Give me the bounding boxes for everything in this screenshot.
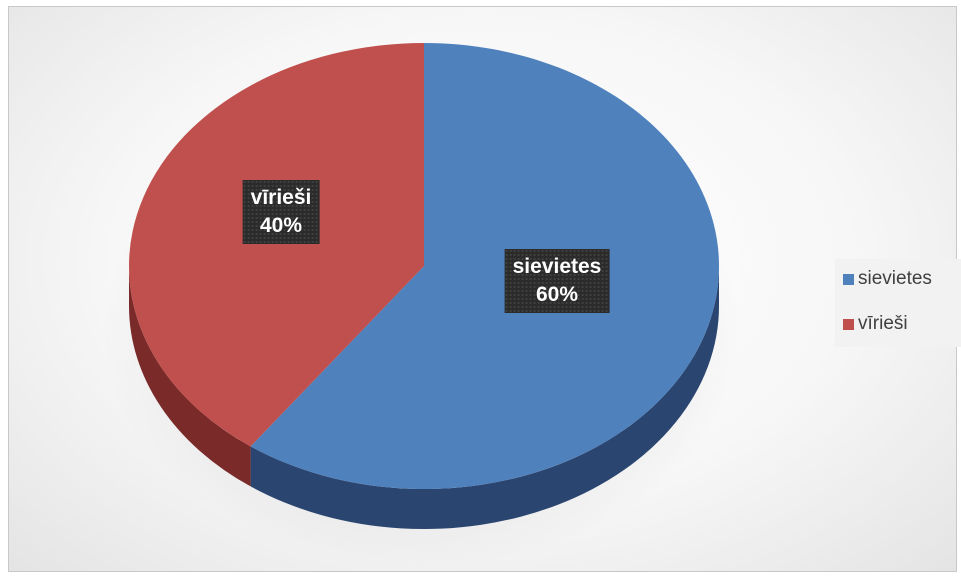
pie-slice-sievietes[interactable]: [250, 43, 719, 489]
data-label-name: vīrieši: [250, 186, 312, 209]
legend-item-sievietes[interactable]: sievietes: [843, 267, 932, 291]
pie-side-vīrieši: [129, 266, 251, 487]
pie-slice-vīrieši[interactable]: [128, 42, 424, 447]
data-label-value: 60%: [535, 283, 579, 306]
data-label-name: sievietes: [512, 255, 602, 278]
data-label-sievietes: sievietes 60%: [504, 249, 610, 313]
pie-chart: [101, 42, 741, 567]
legend-label: sievietes: [858, 268, 932, 289]
legend-label: vīrieši: [858, 313, 908, 334]
pie-side-sievietes: [250, 266, 719, 530]
legend-swatch: [843, 318, 854, 330]
legend-item-virieši[interactable]: vīrieši: [843, 312, 908, 336]
legend: sievietes vīrieši: [835, 259, 961, 347]
chart-area: sievietes 60% vīrieši 40% sievietes vīri…: [8, 6, 961, 572]
data-label-virieši: vīrieši 40%: [242, 180, 320, 244]
data-label-value: 40%: [259, 214, 303, 237]
legend-swatch: [843, 273, 854, 285]
